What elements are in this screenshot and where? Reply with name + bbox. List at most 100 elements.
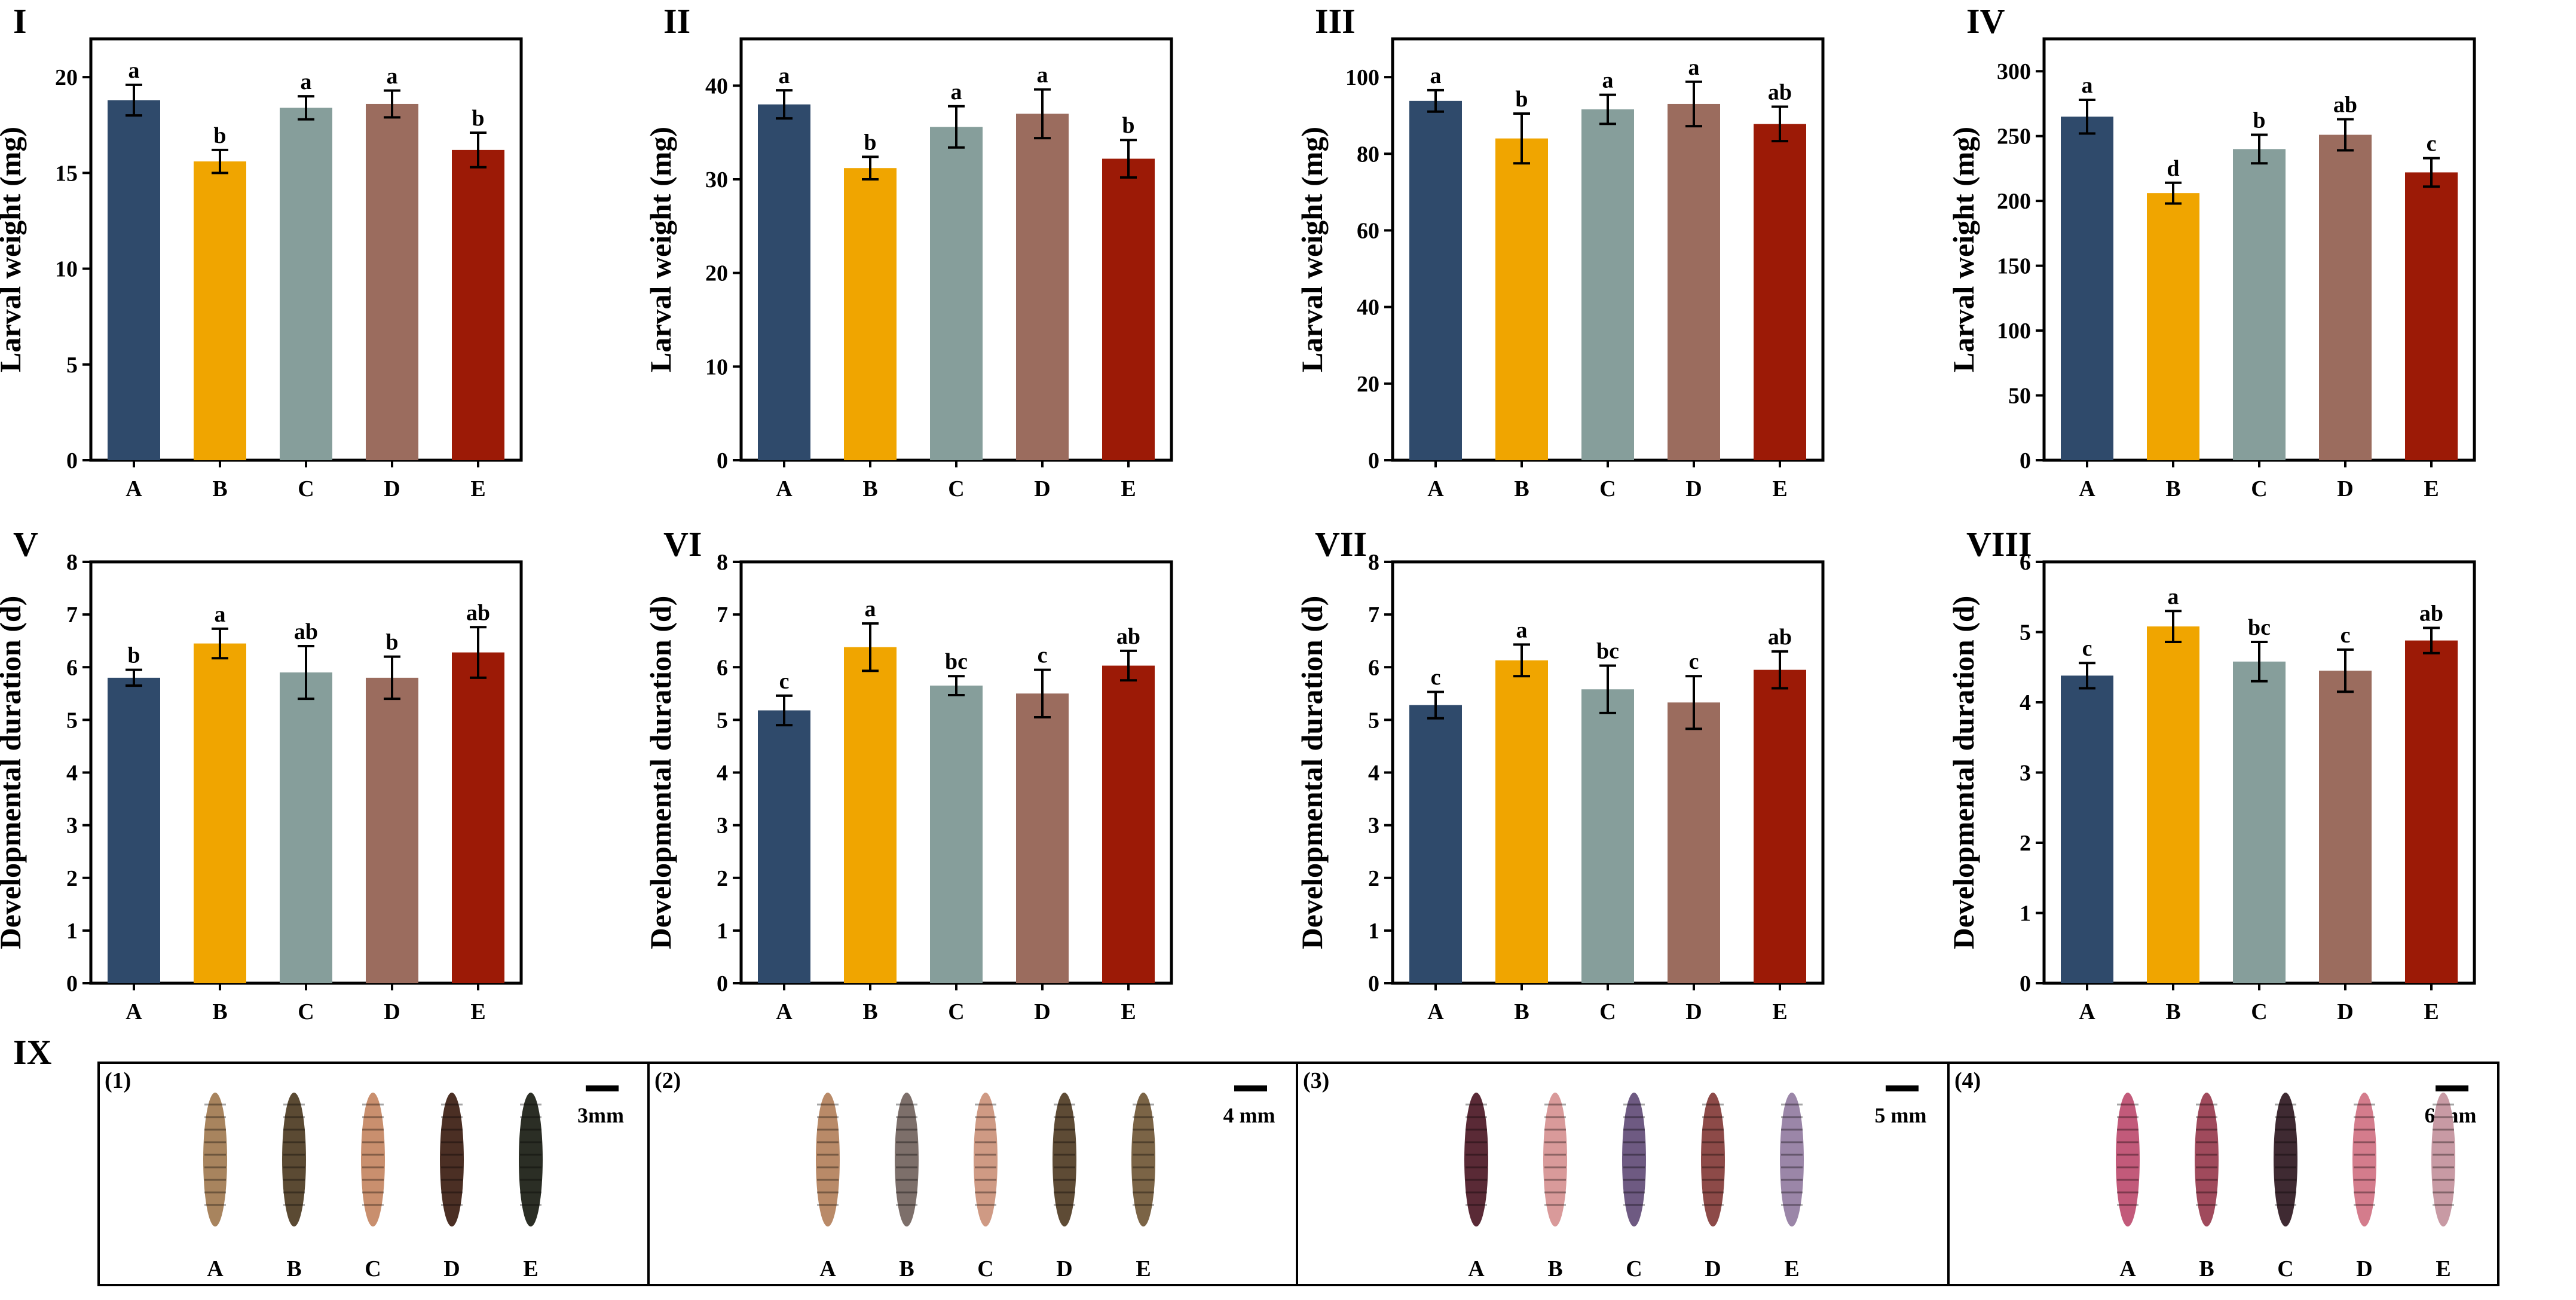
significance-letter: a: [865, 597, 876, 622]
significance-letter: a: [301, 69, 312, 94]
x-category-label: A: [126, 476, 142, 501]
bar-D: [2319, 134, 2372, 460]
y-tick-label: 20: [1357, 372, 1379, 397]
panel-label: IV: [1966, 2, 2005, 41]
significance-letter: a: [215, 602, 226, 627]
larva-label: A: [2119, 1256, 2136, 1281]
significance-letter: b: [1515, 87, 1528, 112]
y-tick-label: 3: [66, 813, 78, 839]
larva-E: [2431, 1093, 2455, 1226]
x-category-label: E: [1121, 476, 1136, 501]
significance-letter: bc: [1596, 639, 1619, 664]
significance-letter: b: [1122, 113, 1134, 138]
y-tick-label: 100: [1997, 319, 2031, 344]
x-category-label: D: [1685, 476, 1702, 501]
significance-letter: b: [2253, 108, 2265, 133]
larva-label: B: [1547, 1256, 1562, 1281]
significance-letter: a: [779, 63, 790, 88]
x-category-label: B: [862, 999, 877, 1024]
y-tick-label: 0: [2020, 448, 2031, 473]
larva-label: D: [443, 1256, 460, 1281]
larva-label: E: [523, 1256, 538, 1281]
x-category-label: B: [1514, 476, 1529, 501]
significance-letter: ab: [1768, 79, 1792, 105]
x-category-label: A: [2079, 999, 2095, 1024]
bar-A: [1409, 705, 1462, 983]
y-axis-title: Developmental duration (d): [0, 596, 27, 950]
y-tick-label: 5: [2020, 620, 2031, 646]
significance-letter: c: [1431, 665, 1441, 690]
x-category-label: A: [776, 476, 793, 501]
bar-E: [1754, 124, 1806, 461]
x-category-label: C: [1599, 476, 1616, 501]
bar-E: [452, 149, 504, 460]
significance-letter: ab: [2419, 601, 2443, 626]
panel-label: VIII: [1966, 525, 2032, 564]
panel-label: V: [13, 525, 38, 564]
chart-IV: IV Larval weight (mg) 0 50 100 150 200 250 300 a A…: [1947, 2, 2476, 501]
bar-A: [108, 100, 160, 460]
y-tick-label: 7: [1368, 602, 1379, 628]
significance-letter: c: [1038, 643, 1048, 668]
x-category-label: B: [212, 476, 227, 501]
y-tick-label: 0: [2020, 971, 2031, 996]
bar-C: [1581, 689, 1634, 983]
bar-D: [2319, 671, 2372, 983]
significance-letter: a: [2082, 73, 2093, 98]
x-category-label: E: [2424, 999, 2439, 1024]
bar-A: [758, 710, 810, 983]
chart-V: V Developmental duration (d) 0 1 2 3 4 5 6 7 8 b Aa B…: [0, 525, 523, 1024]
bar-B: [1495, 660, 1548, 983]
photo-frame: [97, 1062, 2499, 1286]
y-tick-label: 8: [1368, 550, 1379, 575]
larva-label: A: [1468, 1256, 1485, 1281]
larva-label: C: [2277, 1256, 2293, 1281]
x-category-label: D: [384, 999, 400, 1024]
larva-D: [1053, 1093, 1076, 1226]
panel-label: VI: [663, 525, 702, 564]
larva-A: [203, 1093, 227, 1226]
bar-C: [280, 672, 332, 983]
x-category-label: B: [1514, 999, 1529, 1024]
scale-bar-label: 5 mm: [1875, 1103, 1927, 1127]
y-tick-label: 1: [2020, 901, 2031, 926]
y-tick-label: 2: [66, 866, 78, 891]
bar-C: [2233, 661, 2286, 983]
larva-C: [1622, 1093, 1646, 1226]
significance-letter: ab: [294, 619, 318, 644]
x-category-label: E: [470, 999, 485, 1024]
bar-C: [2233, 149, 2286, 460]
significance-letter: a: [387, 64, 398, 89]
bar-B: [1495, 138, 1548, 461]
larva-label: B: [2199, 1256, 2214, 1281]
y-axis-title: Developmental duration (d): [644, 596, 677, 950]
significance-letter: b: [386, 630, 398, 655]
bar-E: [1102, 158, 1155, 460]
larva-E: [1780, 1093, 1804, 1226]
significance-letter: c: [2427, 131, 2437, 157]
larva-body: [361, 1093, 385, 1226]
x-category-label: C: [948, 476, 964, 501]
y-axis-title: Larval weight (mg): [644, 127, 677, 372]
photo-subpanel-1: (1) 3mm A B C D E: [105, 1068, 624, 1281]
subpanel-label: (1): [105, 1068, 131, 1093]
larva-E: [519, 1093, 543, 1226]
larva-label: A: [207, 1256, 224, 1281]
y-tick-label: 2: [1368, 866, 1379, 891]
bar-E: [1754, 669, 1806, 983]
subpanel-label: (2): [654, 1068, 681, 1093]
bar-D: [1016, 114, 1069, 461]
y-tick-label: 60: [1357, 218, 1379, 243]
y-tick-label: 8: [66, 550, 78, 575]
x-category-label: D: [2337, 476, 2353, 501]
chart-III: III Larval weight (mg) 0 20 40 60 80 100 a Ab Ba Ca…: [1295, 2, 1825, 501]
chart-VII: VII Developmental duration (d) 0 1 2 3 4 5 6 7 8 c A…: [1295, 525, 1825, 1024]
significance-letter: b: [127, 643, 140, 668]
larva-B: [2195, 1093, 2219, 1226]
y-tick-label: 4: [717, 761, 728, 786]
larva-body: [1543, 1093, 1567, 1226]
bar-C: [930, 686, 983, 983]
x-category-label: D: [1034, 476, 1050, 501]
larva-C: [974, 1093, 998, 1226]
